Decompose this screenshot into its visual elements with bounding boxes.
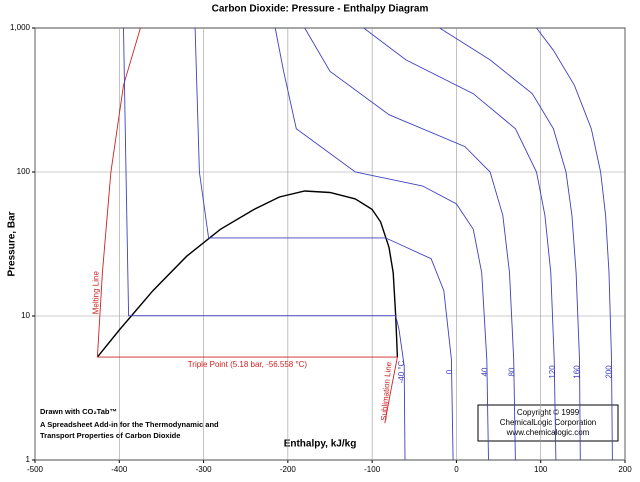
chart-title: Carbon Dioxide: Pressure - Enthalpy Diag…: [212, 4, 429, 15]
copyright: www.chemicalogic.com: [506, 428, 590, 437]
x-tick-label: 100: [534, 465, 548, 474]
x-tick-label: -300: [196, 465, 213, 474]
series-label: 120: [548, 365, 557, 379]
note: Transport Properties of Carbon Dioxide: [40, 431, 180, 440]
y-tick-label: 1,000: [10, 23, 31, 32]
x-tick-label: -100: [364, 465, 381, 474]
copyright: ChemicalLogic Corporation: [500, 418, 597, 427]
x-tick-label: 0: [454, 465, 459, 474]
curve: [363, 27, 557, 461]
series-label: Melting Line: [92, 271, 101, 315]
y-tick-label: 100: [17, 167, 31, 176]
curve: [274, 27, 489, 461]
x-tick-label: 200: [618, 465, 632, 474]
copyright: Copyright © 1999: [517, 408, 580, 417]
y-tick-label: 1: [26, 455, 31, 464]
copyright-box: [477, 404, 619, 442]
series-label: Triple Point (5.18 bar, -56.558 °C): [188, 360, 308, 369]
series-label: 80: [508, 367, 517, 376]
curve: [96, 27, 141, 358]
note: A Spreadsheet Add-in for the Thermodynam…: [40, 420, 219, 429]
x-tick-label: -500: [27, 465, 44, 474]
y-axis-title: Pressure, Bar: [7, 211, 18, 276]
y-tick-label: 10: [21, 311, 30, 320]
series-label: Sublimation Line: [379, 361, 393, 421]
curve: [384, 357, 398, 424]
curve: [439, 27, 581, 461]
curve: [304, 27, 516, 461]
note: Drawn with CO₂Tab™: [40, 407, 117, 416]
curve: [123, 27, 406, 461]
x-tick-label: -200: [280, 465, 297, 474]
series-label: 0: [445, 369, 454, 374]
series-label: 40: [481, 367, 490, 376]
curve: [536, 27, 613, 461]
series-label: -40 °C: [397, 360, 406, 383]
curve: [194, 27, 454, 461]
plot-area: [34, 27, 626, 461]
series-label: 200: [604, 365, 613, 379]
x-tick-label: -400: [111, 465, 128, 474]
curve: [96, 190, 399, 358]
series-label: 160: [572, 365, 581, 379]
x-axis-title: Enthalpy, kJ/kg: [284, 439, 357, 450]
